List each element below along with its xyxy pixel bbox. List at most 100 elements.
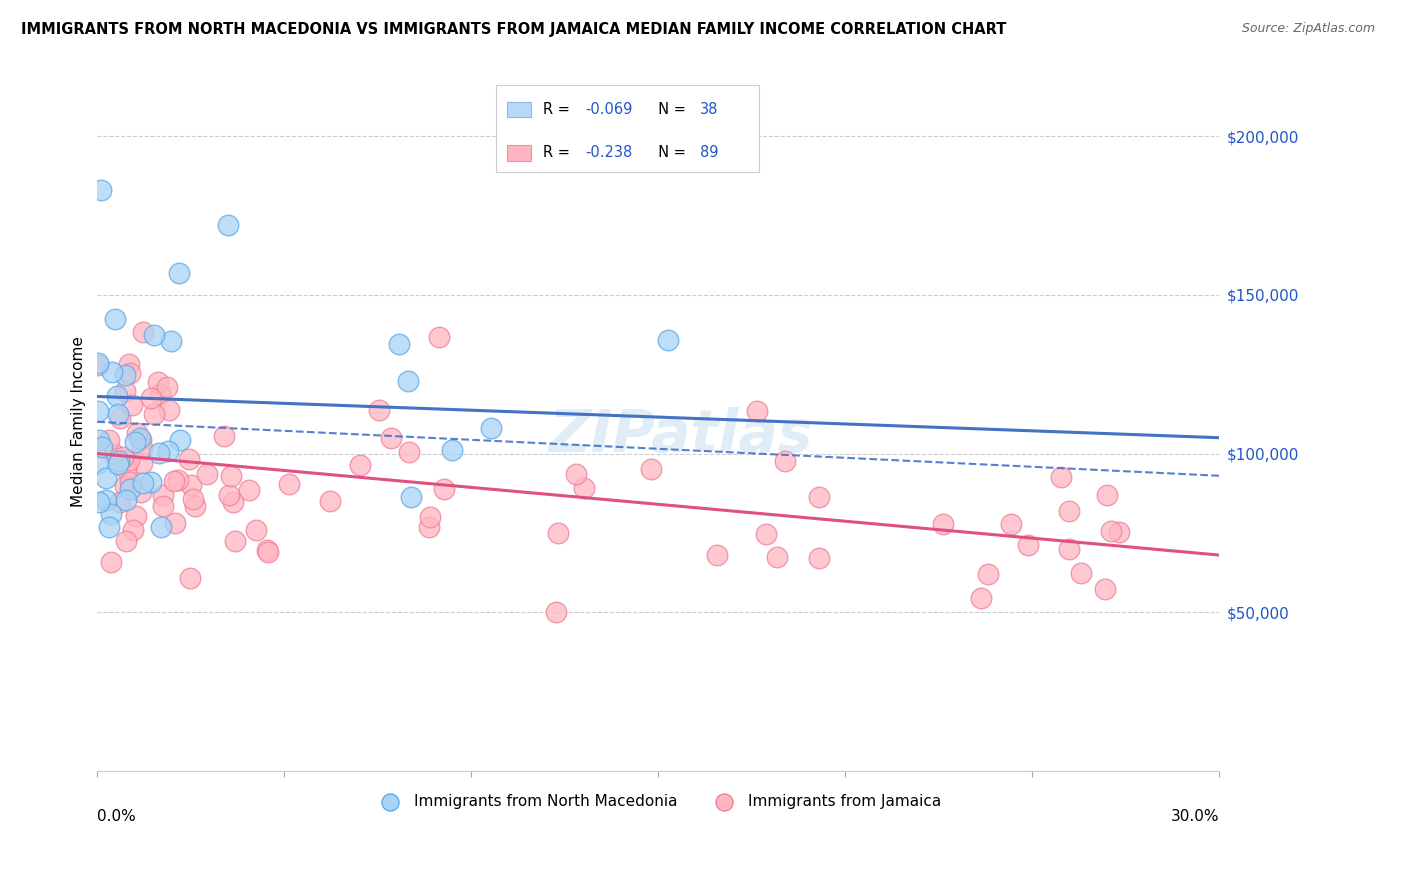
Text: R =: R =	[543, 145, 574, 161]
Point	[156, 379, 179, 393]
Point	[98, 520, 121, 534]
Point	[169, 433, 191, 447]
Point	[177, 451, 200, 466]
Point	[157, 403, 180, 417]
Point	[107, 457, 129, 471]
Point	[256, 542, 278, 557]
Point	[238, 483, 260, 497]
Point	[657, 333, 679, 347]
Point	[110, 495, 132, 509]
Point	[401, 490, 423, 504]
Point	[142, 407, 165, 421]
Point	[565, 467, 588, 482]
Text: 89: 89	[700, 145, 718, 161]
Point	[118, 367, 141, 381]
Point	[218, 488, 240, 502]
Point	[1059, 503, 1081, 517]
Point	[418, 520, 440, 534]
Point	[1099, 524, 1122, 539]
Point	[1108, 525, 1130, 540]
Point	[105, 389, 128, 403]
Text: -0.069: -0.069	[585, 102, 633, 117]
Point	[1094, 582, 1116, 596]
Point	[139, 475, 162, 489]
Point	[706, 549, 728, 563]
Point	[224, 534, 246, 549]
Point	[1059, 541, 1081, 556]
Point	[87, 356, 110, 370]
Point	[115, 461, 138, 475]
Point	[219, 468, 242, 483]
Point	[115, 493, 138, 508]
Point	[544, 605, 567, 619]
Point	[148, 375, 170, 389]
Point	[152, 488, 174, 502]
Point	[970, 591, 993, 606]
Point	[148, 446, 170, 460]
Point	[131, 441, 153, 455]
Point	[640, 462, 662, 476]
Point	[808, 490, 831, 504]
Text: 0.0%: 0.0%	[97, 809, 136, 824]
Point	[574, 481, 596, 495]
Point	[149, 387, 172, 401]
Point	[131, 456, 153, 470]
Point	[152, 499, 174, 513]
Text: IMMIGRANTS FROM NORTH MACEDONIA VS IMMIGRANTS FROM JAMAICA MEDIAN FAMILY INCOME : IMMIGRANTS FROM NORTH MACEDONIA VS IMMIG…	[21, 22, 1007, 37]
Point	[214, 429, 236, 443]
Point	[94, 471, 117, 485]
Point	[131, 433, 153, 447]
Point	[100, 364, 122, 378]
Point	[104, 312, 127, 326]
Point	[547, 525, 569, 540]
Point	[179, 571, 201, 585]
Text: Source: ZipAtlas.com: Source: ZipAtlas.com	[1241, 22, 1375, 36]
Y-axis label: Median Family Income: Median Family Income	[72, 336, 86, 508]
Point	[367, 403, 389, 417]
Point	[167, 266, 190, 280]
Point	[100, 556, 122, 570]
Point	[87, 404, 110, 418]
Point	[125, 508, 148, 523]
Point	[143, 328, 166, 343]
Point	[277, 476, 299, 491]
Point	[108, 411, 131, 425]
Point	[107, 453, 129, 467]
Point	[1095, 488, 1118, 502]
Point	[111, 450, 134, 464]
Point	[257, 545, 280, 559]
Point	[129, 432, 152, 446]
Point	[440, 442, 463, 457]
Point	[1070, 566, 1092, 581]
Point	[163, 474, 186, 488]
Point	[195, 467, 218, 482]
Point	[87, 456, 110, 470]
Point	[132, 475, 155, 490]
Bar	[506, 102, 531, 117]
Point	[100, 508, 122, 522]
Point	[120, 482, 142, 496]
Text: N =: N =	[650, 145, 690, 161]
Point	[114, 534, 136, 549]
Point	[183, 499, 205, 513]
Point	[139, 391, 162, 405]
Point	[1000, 516, 1022, 531]
Point	[90, 183, 112, 197]
Point	[388, 337, 411, 351]
Point	[118, 452, 141, 467]
Point	[159, 334, 181, 348]
Point	[1017, 538, 1039, 552]
Point	[479, 421, 502, 435]
Point	[114, 479, 136, 493]
Point	[107, 408, 129, 422]
Point	[398, 445, 420, 459]
Point	[122, 523, 145, 537]
Point	[349, 458, 371, 473]
Point	[121, 398, 143, 412]
Point	[87, 358, 110, 372]
Point	[103, 448, 125, 462]
Point	[150, 520, 173, 534]
Point	[433, 482, 456, 496]
Point	[766, 549, 789, 564]
Point	[132, 325, 155, 339]
